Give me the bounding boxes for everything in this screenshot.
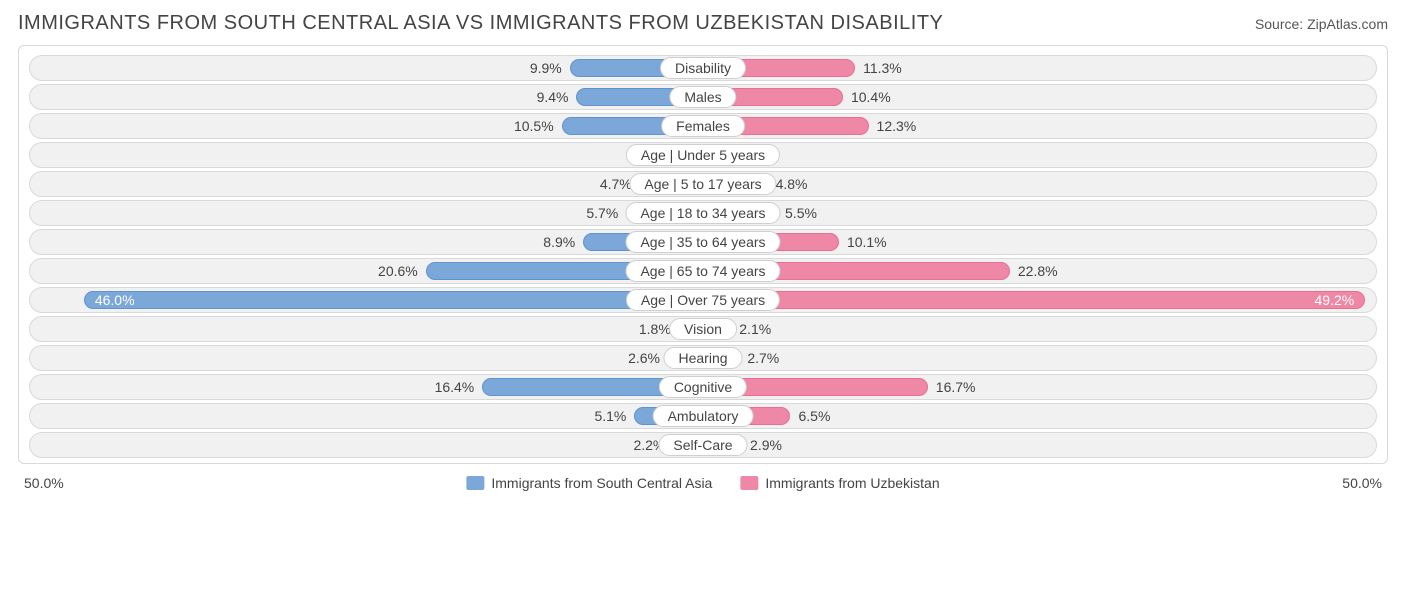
category-pill: Vision <box>669 318 737 340</box>
legend: Immigrants from South Central Asia Immig… <box>466 475 939 491</box>
category-pill: Ambulatory <box>653 405 754 427</box>
value-right: 5.5% <box>785 205 817 221</box>
category-pill: Hearing <box>663 347 742 369</box>
chart-row: 4.7% 4.8%Age | 5 to 17 years <box>29 171 1377 197</box>
category-pill: Age | 5 to 17 years <box>629 173 776 195</box>
category-pill: Self-Care <box>658 434 747 456</box>
chart-row: 2.6% 2.7% Hearing <box>29 345 1377 371</box>
axis-label-right: 50.0% <box>1342 475 1382 491</box>
value-left: 20.6% <box>378 263 418 279</box>
value-left: 9.4% <box>537 89 569 105</box>
chart-row: 1.8% 2.1%Vision <box>29 316 1377 342</box>
chart-row: 10.5% 12.3% Females <box>29 113 1377 139</box>
value-left: 4.7% <box>600 176 632 192</box>
value-right: 2.1% <box>739 321 771 337</box>
value-left: 1.8% <box>639 321 671 337</box>
bar-left: 46.0% <box>84 291 703 309</box>
legend-swatch-right <box>740 476 758 490</box>
value-left: 10.5% <box>514 118 554 134</box>
chart-row: 2.2%2.9%Self-Care <box>29 432 1377 458</box>
chart-row: 5.7% 5.5% Age | 18 to 34 years <box>29 200 1377 226</box>
category-pill: Age | 65 to 74 years <box>625 260 780 282</box>
legend-item-right: Immigrants from Uzbekistan <box>740 475 939 491</box>
chart-row: 20.6% 22.8% Age | 65 to 74 years <box>29 258 1377 284</box>
category-pill: Age | 35 to 64 years <box>625 231 780 253</box>
value-left: 5.7% <box>586 205 618 221</box>
value-right: 10.1% <box>847 234 887 250</box>
diverging-bar-chart: 9.9% 11.3% Disability 9.4% 10.4% Males 10.5% 12… <box>18 45 1388 464</box>
category-pill: Males <box>669 86 736 108</box>
category-pill: Females <box>661 115 745 137</box>
value-right: 4.8% <box>776 176 808 192</box>
category-pill: Age | Under 5 years <box>626 144 780 166</box>
value-left: 9.9% <box>530 60 562 76</box>
value-left: 8.9% <box>543 234 575 250</box>
value-right: 6.5% <box>798 408 830 424</box>
bar-right: 49.2% <box>703 291 1365 309</box>
value-right: 12.3% <box>877 118 917 134</box>
axis-label-left: 50.0% <box>24 475 64 491</box>
value-right: 2.9% <box>750 437 782 453</box>
value-right: 16.7% <box>936 379 976 395</box>
chart-row: 16.4% 16.7% Cognitive <box>29 374 1377 400</box>
chart-title: IMMIGRANTS FROM SOUTH CENTRAL ASIA VS IM… <box>18 12 943 35</box>
legend-label-right: Immigrants from Uzbekistan <box>765 475 939 491</box>
value-right: 11.3% <box>863 60 902 76</box>
category-pill: Age | 18 to 34 years <box>625 202 780 224</box>
chart-row: 5.1% 6.5% Ambulatory <box>29 403 1377 429</box>
category-pill: Age | Over 75 years <box>626 289 780 311</box>
legend-swatch-left <box>466 476 484 490</box>
chart-row: 9.9% 11.3% Disability <box>29 55 1377 81</box>
value-left: 46.0% <box>95 292 135 308</box>
value-right: 10.4% <box>851 89 891 105</box>
chart-row: 8.9% 10.1% Age | 35 to 64 years <box>29 229 1377 255</box>
chart-row: 1.0%0.85%Age | Under 5 years <box>29 142 1377 168</box>
chart-row: 9.4% 10.4% Males <box>29 84 1377 110</box>
category-pill: Disability <box>660 57 746 79</box>
legend-item-left: Immigrants from South Central Asia <box>466 475 712 491</box>
category-pill: Cognitive <box>659 376 747 398</box>
value-left: 16.4% <box>435 379 475 395</box>
value-right: 22.8% <box>1018 263 1058 279</box>
legend-label-left: Immigrants from South Central Asia <box>491 475 712 491</box>
value-left: 5.1% <box>594 408 626 424</box>
value-left: 2.6% <box>628 350 660 366</box>
value-right: 49.2% <box>1315 292 1355 308</box>
chart-row: 46.0% 49.2% Age | Over 75 years <box>29 287 1377 313</box>
value-right: 2.7% <box>747 350 779 366</box>
chart-source: Source: ZipAtlas.com <box>1255 12 1388 32</box>
